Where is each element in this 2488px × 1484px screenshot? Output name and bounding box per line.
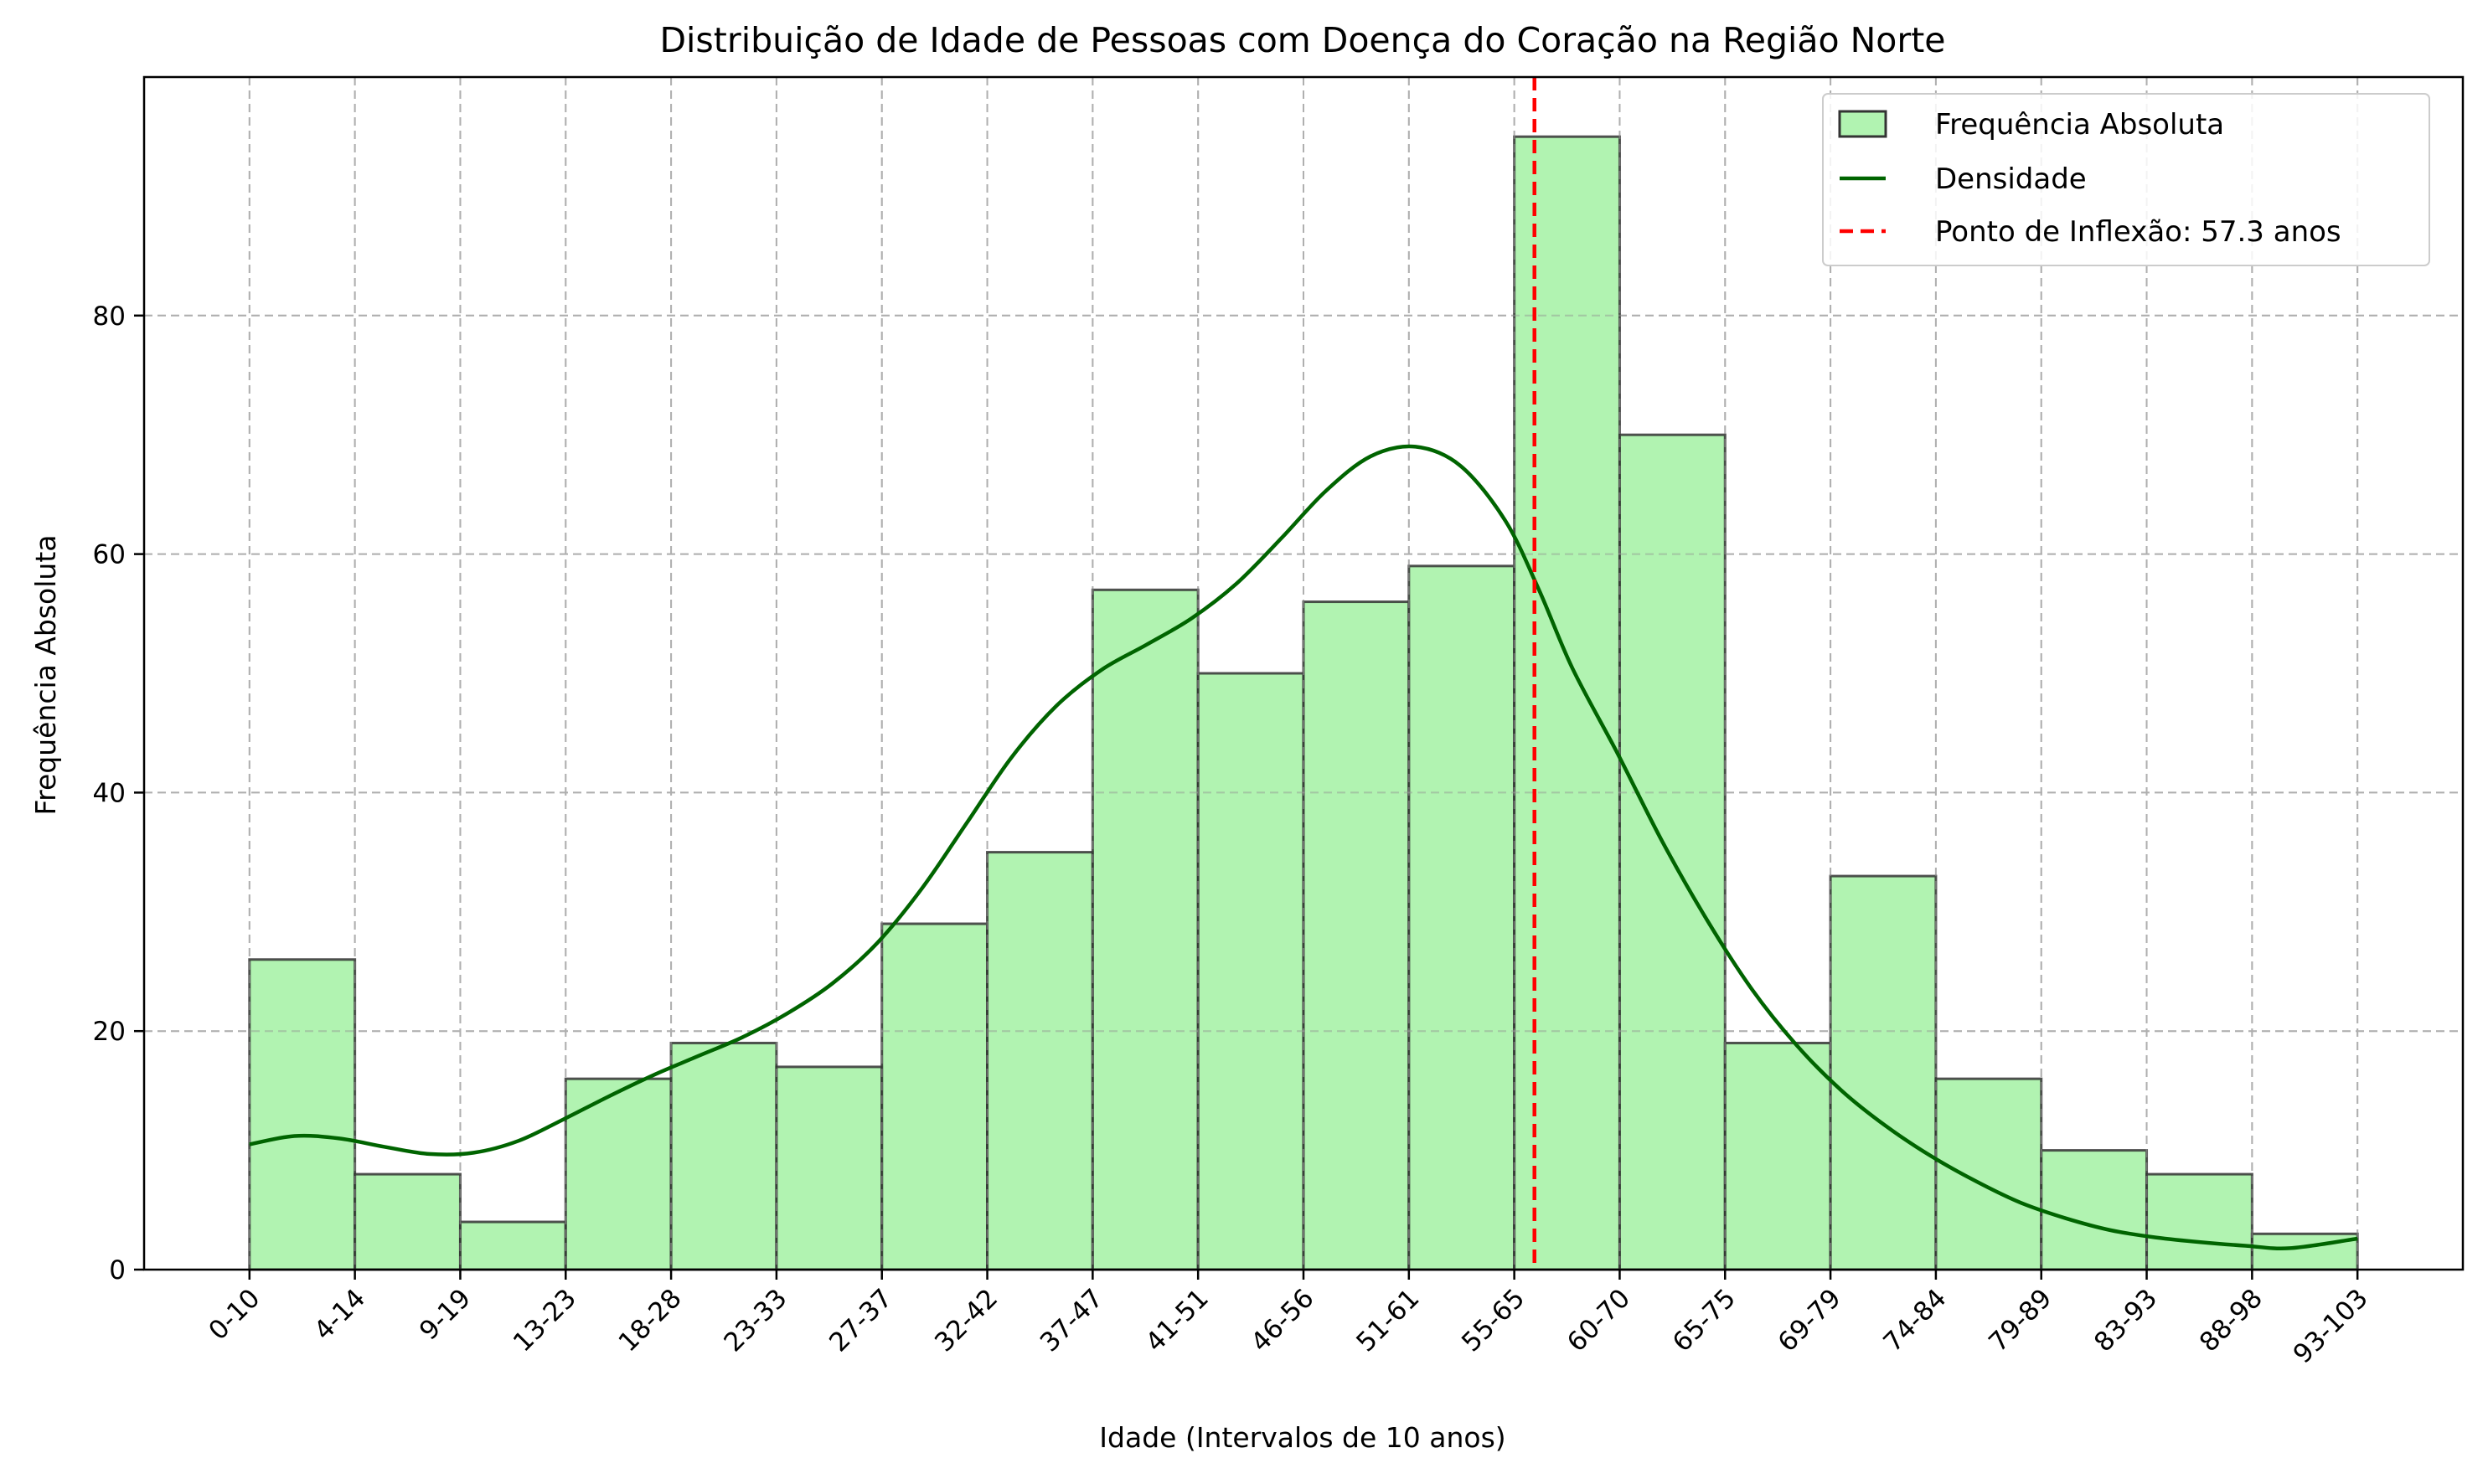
y-tick-label: 60 xyxy=(93,540,126,570)
histogram-bar xyxy=(1934,1077,2043,1271)
y-axis-label: Frequência Absoluta xyxy=(29,535,62,816)
legend: Frequência Absoluta Densidade Ponto de I… xyxy=(1822,93,2430,266)
legend-box xyxy=(1822,93,2430,266)
histogram-bar xyxy=(775,1065,884,1271)
chart-title: Distribuição de Idade de Pessoas com Doe… xyxy=(659,20,1945,60)
histogram-bar xyxy=(1302,600,1411,1271)
histogram-bars xyxy=(144,77,2463,1271)
legend-label-density: Densidade xyxy=(1935,162,2087,196)
y-tick-label: 80 xyxy=(93,301,126,332)
histogram-bar xyxy=(458,1220,567,1271)
histogram-bar xyxy=(2145,1172,2253,1271)
histogram-bar xyxy=(880,922,989,1271)
histogram-bar xyxy=(669,1041,778,1271)
histogram-bar xyxy=(986,851,1094,1271)
y-tick-label: 0 xyxy=(109,1255,126,1286)
histogram-bar xyxy=(248,958,357,1271)
histogram-bar xyxy=(1196,672,1305,1271)
legend-label-bars: Frequência Absoluta xyxy=(1935,108,2224,142)
histogram-bar xyxy=(2040,1149,2149,1271)
density-line xyxy=(249,444,2358,1250)
histogram-bar xyxy=(1829,874,1938,1271)
density-curve xyxy=(249,444,2358,1250)
y-axis-ticks: 0 20 40 60 80 xyxy=(93,301,144,1286)
x-axis-label: Idade (Intervalos de 10 anos) xyxy=(1099,1421,1505,1454)
histogram-bar xyxy=(2250,1232,2359,1271)
y-tick-label: 40 xyxy=(93,778,126,808)
histogram-bar xyxy=(1618,433,1727,1271)
legend-swatch-bars xyxy=(1838,110,1887,138)
histogram-bar xyxy=(1723,1041,1832,1271)
histogram-bar xyxy=(564,1077,673,1271)
histogram-bar xyxy=(1091,588,1200,1271)
legend-label-inflection: Ponto de Inflexão: 57.3 anos xyxy=(1935,215,2341,249)
y-tick-label: 20 xyxy=(93,1017,126,1047)
histogram-bar xyxy=(1407,564,1516,1271)
histogram-bar xyxy=(1513,135,1621,1271)
histogram-bar xyxy=(354,1172,462,1271)
